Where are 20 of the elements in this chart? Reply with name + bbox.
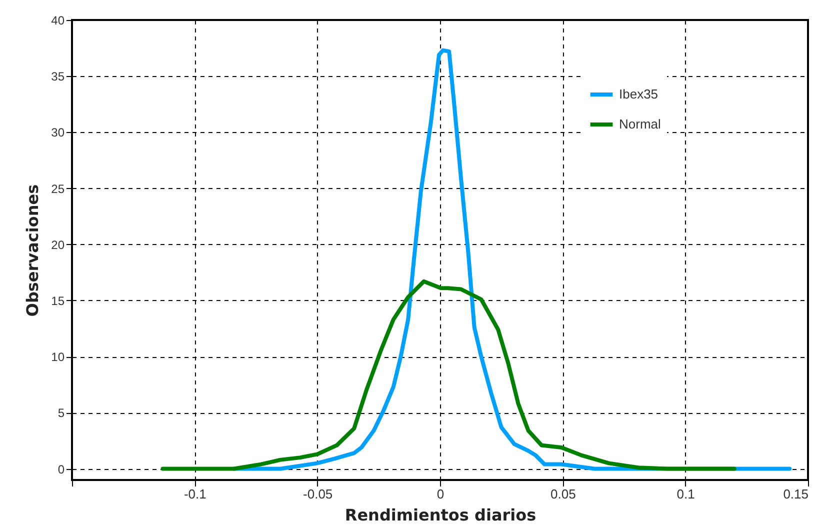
y-tick-label: 40 <box>51 14 65 28</box>
y-tick-label: 0 <box>58 462 65 476</box>
y-axis-title: Observaciones <box>23 184 42 317</box>
y-tick-label: 15 <box>51 294 65 308</box>
x-tick-label: -0.1 <box>184 486 206 502</box>
x-tick-label: 0.15 <box>783 486 808 502</box>
y-tick-label: 20 <box>51 238 65 252</box>
x-tick-label: 0.05 <box>550 486 576 502</box>
y-tick-label: 25 <box>51 182 65 196</box>
y-tick-label: 35 <box>51 70 65 84</box>
y-tick-label: 10 <box>51 350 65 364</box>
legend-label: Ibex35 <box>619 86 658 102</box>
x-tick-label: -0.05 <box>303 486 333 502</box>
line-series <box>160 279 736 471</box>
y-tick-label: 5 <box>58 406 65 420</box>
legend-label: Normal <box>619 116 662 132</box>
x-axis-title: Rendimientos diarios <box>344 506 536 524</box>
x-tick-label: 0.1 <box>676 486 695 502</box>
x-tick-label: 0 <box>436 486 444 502</box>
y-tick-label: 30 <box>51 126 65 140</box>
